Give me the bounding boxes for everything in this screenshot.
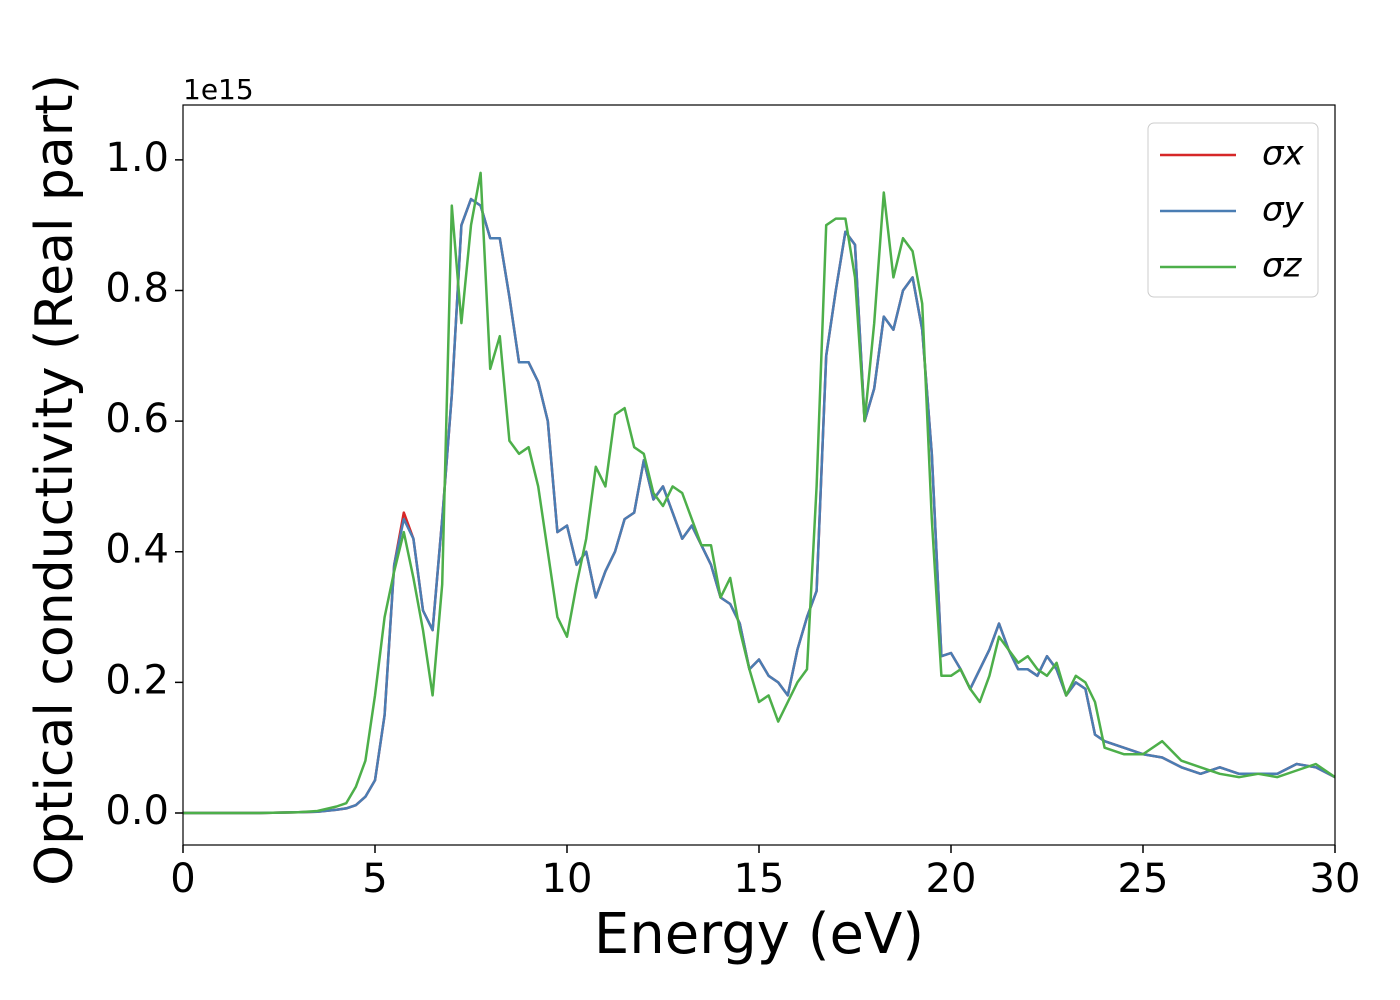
offset-text: 1e15 bbox=[183, 73, 254, 106]
series-line bbox=[183, 171, 1335, 815]
y-axis-label: Optical conductivity (Real part) bbox=[25, 74, 85, 886]
x-tick-label: 0 bbox=[170, 856, 195, 902]
legend-label: σy bbox=[1262, 190, 1305, 230]
legend-label: σx bbox=[1262, 134, 1305, 174]
x-tick-label: 30 bbox=[1310, 856, 1361, 902]
x-tick-label: 25 bbox=[1118, 856, 1169, 902]
x-tick-label: 10 bbox=[542, 856, 593, 902]
y-tick-label: 1.0 bbox=[105, 135, 169, 181]
plot-frame bbox=[182, 104, 1336, 846]
y-tick-label: 0.6 bbox=[105, 396, 169, 442]
x-axis-label: Energy (eV) bbox=[594, 902, 924, 967]
x-tick-label: 5 bbox=[362, 856, 387, 902]
legend-label: σz bbox=[1262, 246, 1303, 286]
x-tick-label: 15 bbox=[734, 856, 785, 902]
y-tick-label: 0.0 bbox=[105, 788, 169, 834]
y-tick-label: 0.8 bbox=[105, 265, 169, 311]
x-tick-label: 20 bbox=[926, 856, 977, 902]
y-tick-label: 0.4 bbox=[105, 527, 169, 573]
y-tick-label: 0.2 bbox=[105, 657, 169, 703]
